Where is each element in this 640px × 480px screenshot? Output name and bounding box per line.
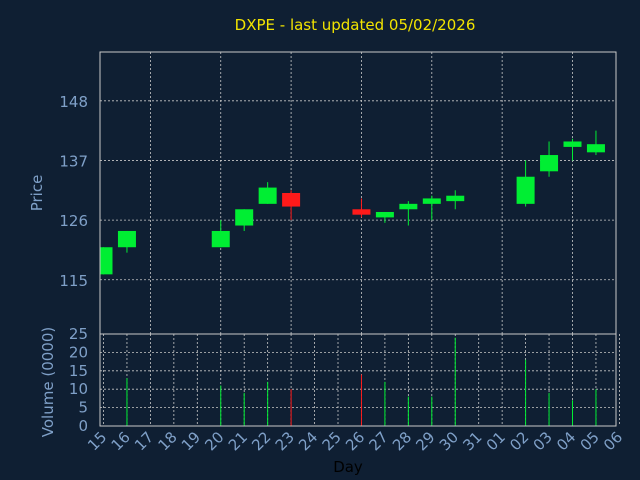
x-axis-label: Day xyxy=(333,458,363,476)
day-tick-label: 04 xyxy=(553,428,579,454)
candle-body xyxy=(516,176,535,204)
volume-tick-label: 5 xyxy=(78,399,88,417)
day-tick-label: 16 xyxy=(108,428,134,454)
day-tick-label: 31 xyxy=(459,428,485,454)
day-tick-label: 24 xyxy=(295,428,321,454)
volume-tick-label: 0 xyxy=(78,417,88,435)
volume-tick-label: 10 xyxy=(69,380,88,398)
volume-axis-label: Volume (0000) xyxy=(39,327,57,437)
day-tick-label: 21 xyxy=(225,428,251,454)
day-tick-label: 28 xyxy=(389,428,415,454)
candle-body xyxy=(100,247,113,275)
price-tick-label: 137 xyxy=(59,152,88,170)
price-tick-label: 148 xyxy=(59,93,88,111)
candle-body xyxy=(282,193,301,207)
candle-body xyxy=(586,144,605,153)
volume-tick-label: 25 xyxy=(69,325,88,343)
day-tick-label: 03 xyxy=(530,428,556,454)
day-tick-label: 23 xyxy=(272,428,298,454)
day-tick-label: 27 xyxy=(365,428,391,454)
volume-panel-frame xyxy=(99,333,617,427)
day-tick-label: 17 xyxy=(131,428,157,454)
day-tick-label: 18 xyxy=(154,428,180,454)
candle-body xyxy=(258,187,277,204)
price-candles xyxy=(100,130,605,275)
day-tick-label: 25 xyxy=(319,428,345,454)
volume-tick-label: 20 xyxy=(69,343,88,361)
candle-body xyxy=(375,211,394,218)
candle-body xyxy=(422,198,441,204)
candle-body xyxy=(540,155,559,172)
day-tick-label: 30 xyxy=(436,428,462,454)
day-tick-label: 22 xyxy=(248,428,274,454)
candle-body xyxy=(235,209,254,226)
day-tick-label: 02 xyxy=(506,428,532,454)
day-tick-labels: 1516171819202122232425262728293031010203… xyxy=(84,428,626,454)
candle-body xyxy=(446,195,465,202)
price-tick-label: 126 xyxy=(59,212,88,230)
day-tick-label: 06 xyxy=(600,428,626,454)
candle-body xyxy=(352,209,371,215)
day-tick-label: 20 xyxy=(201,428,227,454)
day-tick-label: 05 xyxy=(577,428,603,454)
price-tick-labels: 115 126 137 148 xyxy=(59,93,88,290)
price-tick-label: 115 xyxy=(59,272,88,290)
day-tick-label: 19 xyxy=(178,428,204,454)
volume-bars xyxy=(126,337,597,426)
day-tick-label: 26 xyxy=(342,428,368,454)
volume-gridlines xyxy=(100,333,620,427)
day-tick-label: 01 xyxy=(483,428,509,454)
candle-body xyxy=(117,230,136,248)
candle-body xyxy=(399,203,418,210)
candle-body xyxy=(563,141,582,147)
day-tick-label: 15 xyxy=(84,428,110,454)
price-axis-label: Price xyxy=(28,175,46,212)
day-tick-label: 29 xyxy=(412,428,438,454)
volume-tick-label: 15 xyxy=(69,362,88,380)
chart-title: DXPE - last updated 05/02/2026 xyxy=(235,16,476,34)
candle-body xyxy=(211,230,230,248)
price-gridlines xyxy=(100,52,616,334)
price-panel-frame xyxy=(99,51,617,335)
